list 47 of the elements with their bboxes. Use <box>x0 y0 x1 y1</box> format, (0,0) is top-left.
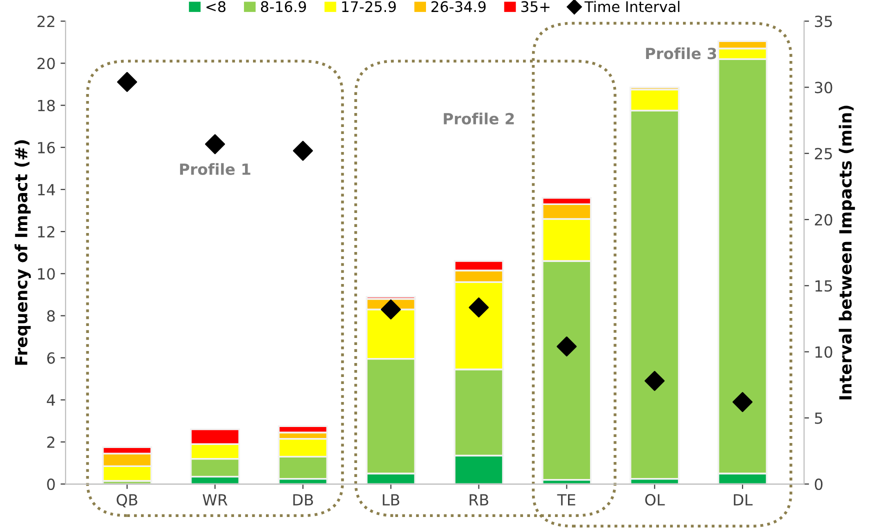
y-tick-label: 6 <box>47 352 55 364</box>
y-tick-label: 20 <box>38 58 55 70</box>
y2-tick-label: 35 <box>814 16 832 28</box>
y-tick-label: 4 <box>46 394 55 406</box>
y2-tick-label: 20 <box>814 214 832 226</box>
x-tick-label: TE <box>557 494 576 506</box>
annotation: Profile 3 <box>646 47 716 60</box>
legend-label: 8-16.9 <box>260 1 306 12</box>
point <box>380 299 401 320</box>
x-tick-label: DB <box>293 494 313 506</box>
y2-tick-label: 25 <box>814 148 832 160</box>
y-tick-label: 8 <box>47 310 55 322</box>
legend-label: 35+ <box>521 1 550 12</box>
x-tick-label: LB <box>382 494 400 506</box>
point <box>556 336 577 357</box>
y-tick-label: 10 <box>38 268 55 280</box>
y-tick-label: 16 <box>38 142 55 154</box>
x-tick-label: DL <box>734 494 753 506</box>
legend-label: 17-25.9 <box>342 1 396 12</box>
y-tick-label: 22 <box>38 16 54 27</box>
y-tick-label: 12 <box>38 226 54 238</box>
y-axis-title: Frequency of Impact (#) <box>14 140 31 365</box>
y2-tick-label: 15 <box>815 280 832 292</box>
legend-label: 26-34.9 <box>431 1 486 12</box>
y2-axis-title: Interval between Impacts (min) <box>838 106 855 400</box>
point <box>644 370 665 391</box>
y2-tick-label: 30 <box>814 82 832 94</box>
y-tick-label: 14 <box>38 184 55 196</box>
y2-tick-label: 5 <box>814 412 822 424</box>
x-tick-label: WR <box>202 494 228 506</box>
point <box>732 392 753 412</box>
point <box>468 297 489 318</box>
annotation: Profile 2 <box>444 112 514 124</box>
x-tick-label: QB <box>116 494 138 508</box>
point <box>292 140 313 161</box>
y-tick-label: 0 <box>47 478 55 490</box>
legend-label: Time Interval <box>584 0 680 12</box>
x-tick-label: OL <box>645 494 665 506</box>
legend-label: <8 <box>206 1 226 12</box>
annotation: Profile 1 <box>180 163 250 175</box>
point <box>205 134 226 154</box>
y2-tick-label: 0 <box>814 478 823 490</box>
x-tick-label: RB <box>470 494 488 506</box>
y-tick-label: 2 <box>47 436 54 448</box>
y-tick-label: 18 <box>38 100 55 112</box>
y2-tick-label: 10 <box>815 346 832 358</box>
point <box>117 72 138 92</box>
